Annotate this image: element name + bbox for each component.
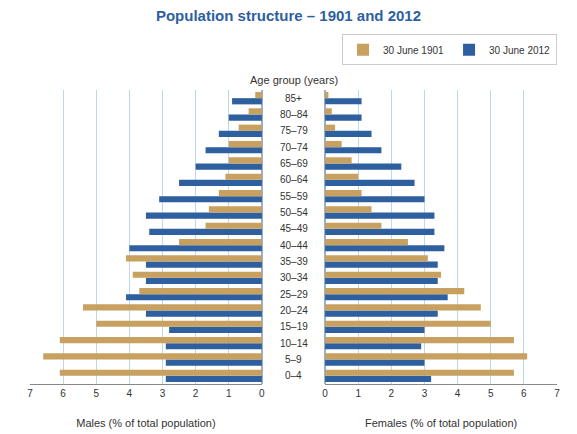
svg-text:70–74: 70–74 (280, 142, 308, 153)
svg-text:55–59: 55–59 (280, 191, 308, 202)
svg-text:4: 4 (127, 388, 133, 399)
svg-text:20–24: 20–24 (280, 305, 308, 316)
svg-text:65–69: 65–69 (280, 158, 308, 169)
svg-text:45–49: 45–49 (280, 223, 308, 234)
svg-text:60–64: 60–64 (280, 174, 308, 185)
svg-text:85+: 85+ (285, 93, 302, 104)
svg-text:35–39: 35–39 (280, 256, 308, 267)
svg-text:6: 6 (60, 388, 66, 399)
svg-text:3: 3 (422, 388, 428, 399)
svg-text:0: 0 (322, 388, 328, 399)
svg-text:30 June 2012: 30 June 2012 (489, 45, 550, 56)
svg-text:10–14: 10–14 (280, 338, 308, 349)
svg-text:50–54: 50–54 (280, 207, 308, 218)
svg-text:30–34: 30–34 (280, 272, 308, 283)
svg-text:1: 1 (355, 388, 361, 399)
svg-text:3: 3 (160, 388, 166, 399)
svg-text:0: 0 (259, 388, 265, 399)
svg-text:Age group (years): Age group (years) (250, 74, 338, 86)
svg-text:80–84: 80–84 (280, 109, 308, 120)
svg-text:75–79: 75–79 (280, 125, 308, 136)
svg-text:30 June 1901: 30 June 1901 (383, 45, 444, 56)
svg-text:40–44: 40–44 (280, 240, 308, 251)
svg-text:6: 6 (521, 388, 527, 399)
svg-text:7: 7 (27, 388, 33, 399)
svg-text:1: 1 (226, 388, 232, 399)
svg-text:2: 2 (389, 388, 395, 399)
svg-text:5: 5 (93, 388, 99, 399)
svg-text:Females (% of total population: Females (% of total population) (365, 417, 517, 429)
svg-text:0–4: 0–4 (285, 370, 302, 381)
svg-text:25–29: 25–29 (280, 289, 308, 300)
svg-text:4: 4 (455, 388, 461, 399)
svg-text:Population structure – 1901 an: Population structure – 1901 and 2012 (156, 7, 421, 24)
svg-text:2: 2 (193, 388, 199, 399)
svg-text:7: 7 (554, 388, 560, 399)
svg-text:5–9: 5–9 (285, 354, 302, 365)
svg-text:5: 5 (488, 388, 494, 399)
svg-text:15–19: 15–19 (280, 321, 308, 332)
svg-text:Males (% of total population): Males (% of total population) (76, 417, 215, 429)
